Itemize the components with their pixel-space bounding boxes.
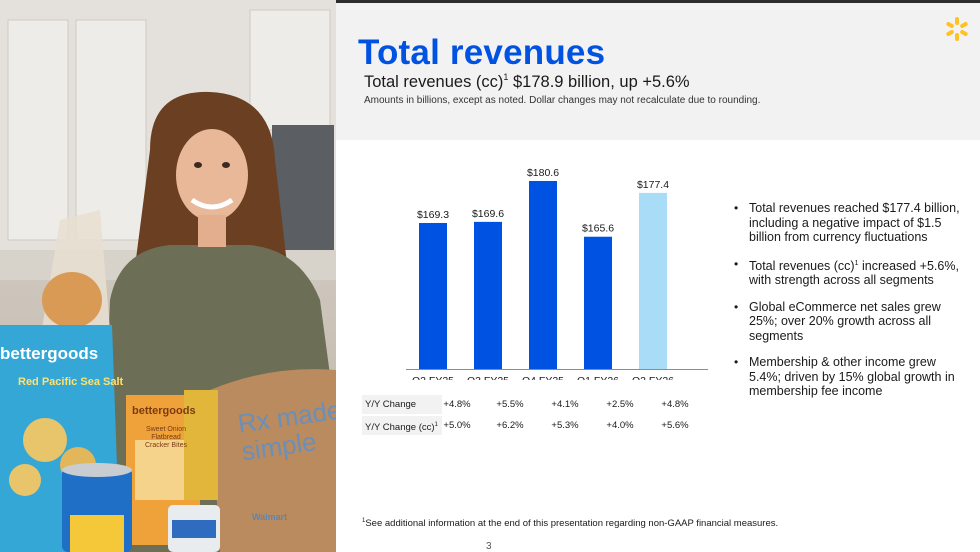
change-value: +2.5%: [606, 399, 634, 410]
change-row: Y/Y Change +4.8% +5.5% +4.1% +2.5% +4.8%: [362, 395, 712, 416]
photo-illustration: [0, 0, 336, 552]
highlight-text: Total revenues reached $177.4 billion, i…: [749, 201, 960, 244]
change-value: +4.0%: [606, 420, 634, 431]
bullet-dot-icon: •: [734, 201, 739, 215]
x-tick-label-3: Q1 FY26: [577, 375, 619, 380]
change-row-label-text: Y/Y Change: [365, 399, 417, 410]
page-number: 3: [486, 541, 492, 552]
bag-brand: Walmart: [252, 512, 288, 522]
highlights-list: • Total revenues reached $177.4 billion, …: [733, 201, 965, 411]
bar-4: [639, 192, 667, 369]
highlight-item: • Membership & other income grew 5.4%; dr…: [733, 355, 965, 399]
bullet-dot-icon: •: [734, 299, 739, 314]
change-row-label-text: Y/Y Change (cc): [365, 422, 435, 433]
rounding-note: Amounts in billions, except as noted. Do…: [364, 95, 761, 106]
bar-0: [419, 222, 447, 369]
change-value: +4.8%: [661, 399, 689, 410]
x-tick-label-0: Q2 FY25: [412, 375, 454, 380]
change-row-label: Y/Y Change (cc)1: [362, 416, 442, 435]
hero-photo: bettergoods Red Pacific Sea Salt betterg…: [0, 0, 336, 552]
change-value: +6.2%: [496, 420, 524, 431]
bullet-dot-icon: •: [734, 355, 739, 369]
bar-2: [529, 181, 557, 369]
highlight-item: • Global eCommerce net sales grew 25%; ov…: [733, 300, 965, 344]
change-value: +4.1%: [551, 399, 579, 410]
package-flavor-label: Red Pacific Sea Salt: [18, 376, 124, 388]
highlight-text: Membership & other income grew 5.4%; dri…: [749, 355, 955, 398]
walmart-spark-icon: [946, 17, 968, 41]
data-label-3: $165.6: [582, 223, 614, 235]
change-value: +4.8%: [443, 399, 471, 410]
highlight-text-post: increased +5.6%, with strength across al…: [749, 258, 959, 288]
cracker-brand-label: bettergoods: [132, 405, 196, 417]
subtitle-value: $178.9 billion, up +5.6%: [508, 73, 690, 91]
change-value: +5.6%: [661, 420, 689, 431]
highlight-text: Global eCommerce net sales grew 25%; ove…: [749, 299, 941, 343]
subtitle-prefix: Total revenues (cc): [364, 73, 504, 91]
cracker-flavor-label: Sweet Onion Flatbread Cracker Bites: [144, 426, 187, 449]
revenue-bar-chart: $169.3 Q2 FY25 $169.6 Q3 FY25 $180.6 Q4 FY25 $…: [406, 167, 708, 380]
highlight-text-pre: Total revenues (cc): [749, 258, 855, 273]
data-label-4: $177.4: [637, 179, 669, 191]
footnote-marker: 1: [362, 518, 366, 524]
bar-1: [474, 221, 502, 369]
highlight-item: • Total revenues (cc)1 increased +5.6%, w…: [733, 257, 965, 288]
data-label-1: $169.6: [472, 208, 504, 220]
data-label-0: $169.3: [417, 209, 449, 221]
change-value: +5.5%: [496, 399, 524, 410]
package-brand-label: bettergoods: [0, 344, 99, 363]
footnote: 1See additional information at the end o…: [362, 518, 778, 529]
change-row-footnote-marker: 1: [434, 422, 438, 428]
subtitle-footnote-marker: 1: [503, 72, 509, 82]
change-row: Y/Y Change (cc)1 +5.0% +6.2% +5.3% +4.0% +5.6…: [362, 416, 712, 437]
change-value: +5.3%: [551, 420, 579, 431]
x-tick-label-1: Q3 FY25: [467, 375, 509, 380]
footnote-text: See additional information at the end of…: [365, 518, 779, 529]
bar-3: [584, 236, 612, 369]
x-tick-label-4: Q2 FY26: [632, 375, 674, 380]
x-tick-label-2: Q4 FY25: [522, 375, 564, 380]
highlight-item: • Total revenues reached $177.4 billion, …: [733, 201, 965, 245]
change-row-label: Y/Y Change: [362, 395, 442, 414]
data-label-2: $180.6: [527, 167, 559, 179]
page-subtitle: Total revenues (cc)1 $178.9 billion, up …: [364, 72, 690, 92]
yoy-change-table: Y/Y Change +4.8% +5.5% +4.1% +2.5% +4.8% Y/Y C…: [362, 395, 712, 437]
bullet-dot-icon: •: [734, 256, 739, 271]
change-value: +5.0%: [443, 420, 471, 431]
highlight-footnote-marker: 1: [854, 259, 859, 267]
page-title: Total revenues: [358, 33, 606, 72]
header-band: [336, 0, 980, 140]
